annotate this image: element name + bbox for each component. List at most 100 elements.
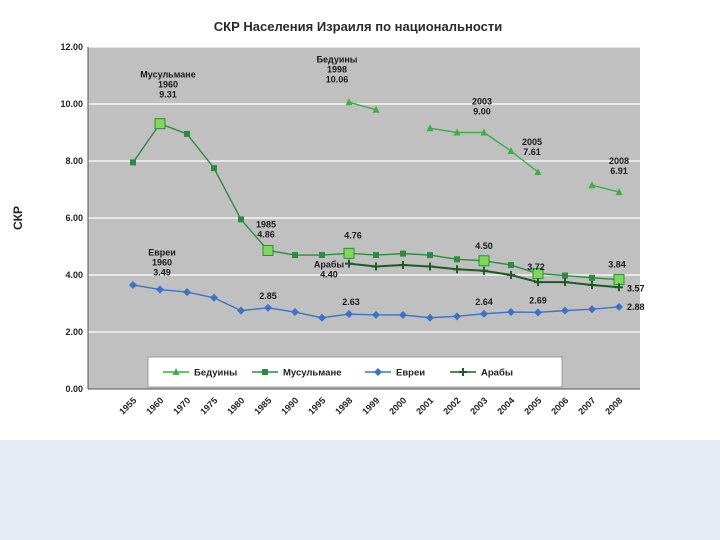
legend-label: Бедуины: [194, 368, 237, 379]
data-label: Евреи 1960 3.49: [148, 248, 176, 278]
legend: Бедуины Мусульмане Евреи Арабы: [147, 356, 563, 388]
series-Бедуины: [345, 98, 623, 196]
data-label-line: 4.86: [257, 229, 275, 239]
legend-entry-Бедуины: Бедуины: [163, 368, 237, 379]
data-point: [210, 293, 218, 302]
data-label: 4.76: [344, 230, 362, 240]
data-point: [588, 280, 596, 289]
data-point: [561, 306, 569, 315]
data-point: [184, 130, 190, 137]
data-label-line: 9.00: [473, 107, 491, 117]
data-point: [372, 310, 380, 319]
y-axis-label: СКР: [11, 206, 25, 230]
data-point: [480, 128, 488, 136]
highlight-marker: [262, 244, 274, 256]
data-point: [318, 313, 326, 322]
legend-entry-Мусульмане: Мусульмане: [252, 368, 341, 379]
data-point: [345, 310, 353, 319]
data-label-line: 3.49: [153, 268, 171, 278]
series-Мусульмане: [130, 118, 625, 286]
data-point: [183, 288, 191, 297]
data-point: [264, 303, 272, 312]
data-point: [588, 181, 596, 189]
data-label-line: 2003: [472, 97, 492, 107]
data-label-line: 2.69: [529, 295, 547, 305]
data-point: [374, 368, 382, 376]
data-point: [534, 168, 542, 176]
data-point: [129, 280, 137, 289]
data-label: 3.57: [627, 283, 645, 293]
slide-background-band: [0, 437, 720, 540]
chart-title: СКР Населения Израиля по национальности: [214, 19, 502, 34]
y-tick-label: 4.00: [65, 270, 83, 280]
data-label-line: Мусульмане: [140, 70, 195, 80]
legend-entry-Евреи: Евреи: [365, 368, 425, 379]
data-point: [400, 250, 406, 257]
data-label: 2.63: [342, 297, 360, 307]
data-label-line: 1960: [152, 258, 172, 268]
data-point: [399, 261, 407, 270]
data-point: [615, 188, 623, 196]
data-label-line: 1985: [256, 219, 276, 229]
data-point: [345, 98, 353, 106]
data-point: [508, 262, 514, 269]
data-label-line: 10.06: [326, 74, 349, 84]
data-point: [534, 308, 542, 317]
data-point: [238, 216, 244, 223]
data-label: 4.50: [475, 241, 493, 251]
data-point: [426, 313, 434, 322]
data-label-line: 4.50: [475, 241, 493, 251]
data-label: 3.84: [608, 260, 626, 270]
data-label: 2.88: [627, 302, 645, 312]
data-point: [156, 285, 164, 294]
data-point: [507, 308, 515, 317]
data-label: Мусульмане 1960 9.31: [140, 70, 195, 100]
data-label: 2003 9.00: [472, 97, 492, 117]
data-point: [507, 271, 515, 279]
data-label-line: Бедуины: [317, 54, 358, 64]
data-label-line: 2.63: [342, 297, 360, 307]
data-point: [507, 147, 515, 155]
data-point: [319, 252, 325, 259]
highlight-marker: [613, 274, 625, 286]
data-point: [459, 368, 467, 376]
chart: СКР Населения Израиля по национальности …: [11, 19, 645, 417]
data-label-line: 3.57: [627, 283, 645, 293]
data-point: [480, 266, 488, 275]
data-point: [453, 265, 461, 274]
data-point: [291, 308, 299, 317]
data-label: 2.85: [259, 291, 277, 301]
y-tick-label: 10.00: [60, 99, 83, 109]
y-tick-label: 12.00: [60, 42, 83, 52]
data-label: 2.69: [529, 295, 547, 305]
data-label-line: 3.84: [608, 260, 626, 270]
data-point: [130, 159, 136, 166]
legend-label: Евреи: [396, 368, 425, 379]
data-point: [561, 278, 569, 287]
data-label-line: 2.85: [259, 291, 277, 301]
data-point: [480, 309, 488, 318]
data-label-line: 3.72: [527, 262, 545, 272]
data-label-line: 7.61: [523, 147, 541, 157]
data-label-line: 2008: [609, 156, 629, 166]
data-point: [373, 252, 379, 259]
data-point: [588, 305, 596, 314]
data-label: 3.72: [527, 262, 545, 272]
data-point: [426, 262, 434, 271]
data-label-line: 9.31: [159, 90, 177, 100]
data-point: [426, 124, 434, 132]
highlight-marker: [343, 247, 355, 259]
data-point: [262, 369, 268, 375]
data-point: [372, 262, 380, 271]
highlight-marker: [478, 255, 490, 267]
data-label: 2005 7.61: [522, 137, 542, 157]
data-point: [589, 274, 595, 281]
y-tick-label: 8.00: [65, 156, 83, 166]
data-point: [454, 256, 460, 263]
data-point: [211, 165, 217, 172]
y-tick-label: 0.00: [65, 384, 83, 394]
data-label: 2008 6.91: [609, 156, 629, 176]
legend-entry-Арабы: Арабы: [450, 368, 513, 379]
data-label-line: 1998: [327, 64, 347, 74]
data-label-line: 2005: [522, 137, 542, 147]
